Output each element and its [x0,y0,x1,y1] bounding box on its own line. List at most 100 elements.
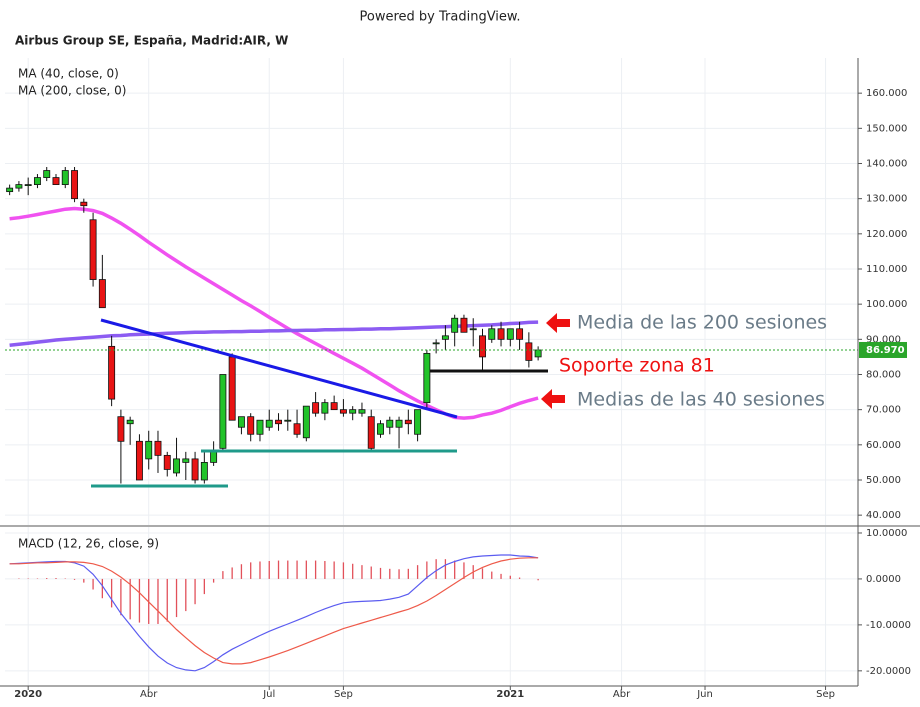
x-tick-label: Abr [140,689,158,700]
annotation: Soporte zona 81 [559,355,715,377]
candle-body [377,423,384,435]
y-tick-label: 40.000 [866,510,901,521]
trend-line [100,318,458,419]
candle-body [71,170,78,200]
candle-body [210,451,218,463]
candle-body [108,345,116,400]
candle-body [154,440,162,456]
candle-body [247,416,255,435]
candle-body [173,458,180,474]
candle-body [135,440,143,481]
y-tick-label: 110.000 [866,264,907,275]
candle-body [506,328,514,340]
y-tick-label: 130.000 [866,194,907,205]
y-tick-label: 150.000 [866,123,907,134]
y-tick-label: 70.000 [866,405,901,416]
candle-body [469,328,477,331]
candle-body [43,170,51,178]
candle-body [414,409,422,435]
candle-body [479,335,486,358]
drawings-layer: Media de las 200 sesiones Soporte zona 8… [91,312,827,488]
candle-body [460,317,468,333]
y-tick-label: 120.000 [866,229,907,240]
y-tick-label: 60.000 [866,440,901,451]
candle-body [441,335,449,340]
candle-body [15,184,23,189]
candle-body [312,402,320,414]
candle-body [386,419,394,428]
legend-entry: MA (200, close, 0) [18,84,126,98]
y-tick-label: 90.000 [866,334,901,345]
y-tick-label: 10.0000 [866,528,907,539]
y-tick-label: 80.000 [866,369,901,380]
line [9,554,539,672]
x-tick-label: Sep [816,689,835,700]
candle-body [117,416,125,442]
line [9,557,539,665]
last-price-box [859,341,907,358]
y-tick-label: 140.000 [866,158,907,169]
background-layer [5,58,862,690]
candle-body [256,419,264,435]
macd-title: MACD (12, 26, close, 9) [18,537,159,551]
candle-body [534,349,542,358]
candle-body [284,419,292,422]
candle-body [497,328,505,340]
annotation: Medias de las 40 sesiones [577,389,825,411]
y-tick-label: 100.000 [866,299,907,310]
x-tick-label: Sep [334,689,353,700]
candle-body [358,409,366,414]
y-tick-label: -20.0000 [866,666,911,677]
arrow [541,389,565,409]
candle-body [432,342,440,345]
candle-body [525,342,533,361]
line [9,206,539,420]
arrow [546,313,570,333]
y-tick-label: -10.0000 [866,620,911,631]
candle-body [219,374,227,449]
candle-body [321,402,329,414]
candle-body [395,419,403,428]
last-price-label: 86.970 [866,345,905,356]
candle-body [228,356,236,421]
candle-body [200,462,208,481]
candle-body [33,177,41,185]
header: Powered by TradingView. [360,10,521,25]
candle-body [237,416,245,428]
candle-body [163,454,171,470]
candle-body [275,419,282,425]
candle-body [339,409,347,414]
candle-body [367,416,375,449]
candle-body [89,219,97,280]
y-tick-label: 0.0000 [866,574,901,585]
y-tick-label: 50.000 [866,475,901,486]
candle-body [61,170,69,185]
candle-body [98,279,106,309]
candle-body [488,328,496,340]
x-tick-label: Jun [696,689,713,700]
candle-body [126,419,134,425]
candle-body [265,419,273,428]
legend-entry: MA (40, close, 0) [18,67,119,81]
candle-body [191,458,199,481]
x-tick-label: 2021 [496,689,524,700]
x-tick-label: Jul [262,689,275,700]
candle-body [330,402,338,411]
y-tick-label: 160.000 [866,88,907,99]
candle-body [145,440,153,460]
candle-body [423,352,431,404]
marks-layer [5,167,858,672]
candle-body [6,187,14,193]
candle-body [24,184,32,186]
candle-body [349,409,357,414]
candle-body [293,423,301,435]
candle-body [80,201,88,207]
x-tick-label: 2020 [14,689,42,700]
candle-body [516,328,524,340]
candle-body [451,317,459,333]
chart-title: Airbus Group SE, España, Madrid:AIR, W [15,34,288,48]
line [9,320,539,348]
candle-body [302,405,310,439]
x-tick-label: Abr [613,689,631,700]
candle-body [182,458,190,463]
